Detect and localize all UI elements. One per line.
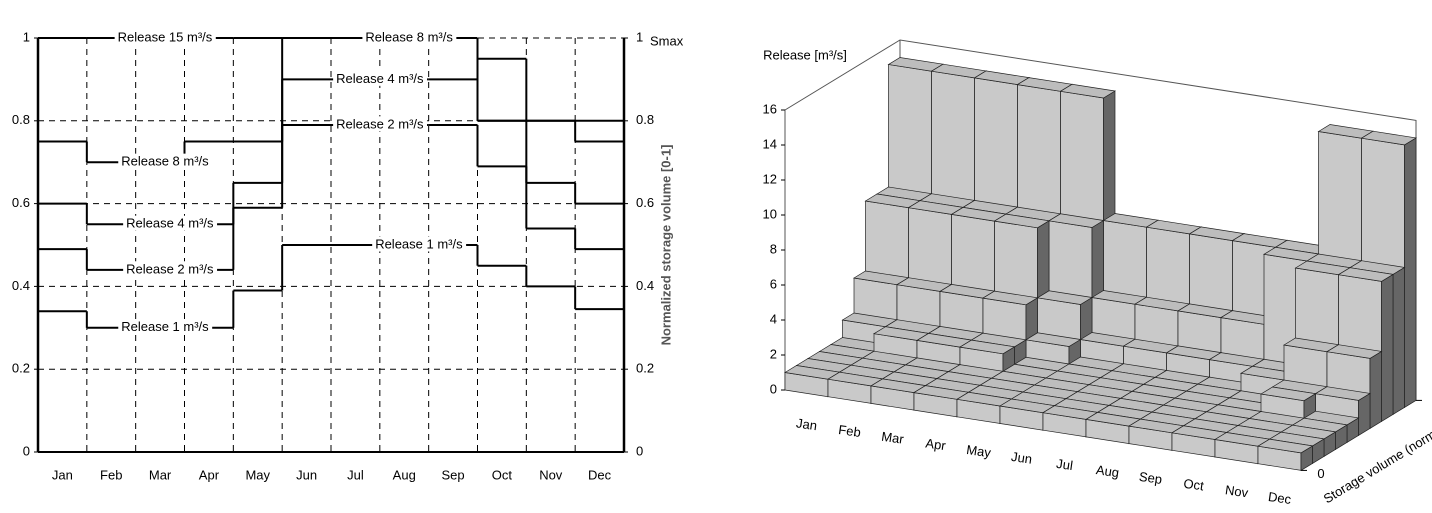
- y2-tick-label: 0: [636, 443, 643, 458]
- label-background: [333, 70, 428, 86]
- y2-tick-label: 0.6: [636, 195, 654, 210]
- y-tick-label: 0: [23, 443, 30, 458]
- label-background: [123, 261, 218, 277]
- y-tick-label: 6: [770, 276, 777, 291]
- label-background: [123, 215, 218, 231]
- bar-side: [1404, 137, 1417, 409]
- y-tick-label: 0.8: [12, 112, 30, 127]
- y-tick-label: 0: [770, 381, 777, 396]
- series-label: Release 4 m³/s: [336, 71, 424, 86]
- depth-tick-label: 0: [1317, 466, 1324, 481]
- bar-side: [1381, 273, 1394, 423]
- x-tick-label: Jul: [1055, 456, 1074, 473]
- bar-top: [1326, 344, 1383, 359]
- y2-tick-label: 0.4: [636, 278, 654, 293]
- bar-top: [1257, 438, 1314, 454]
- x-tick-label: Jun: [1010, 449, 1033, 467]
- y-tick-label: 8: [770, 241, 777, 256]
- bar-top: [1360, 130, 1417, 146]
- y-tick-label: 2: [770, 346, 777, 361]
- y-tick-label: 10: [763, 206, 777, 221]
- series-label: Release 8 m³/s: [121, 154, 209, 169]
- y2-tick-label: 0.8: [636, 112, 654, 127]
- label-background: [333, 116, 428, 132]
- y2-axis-label: Normalized storage volume [0-1]: [658, 145, 673, 346]
- x-tick-label: Oct: [1183, 476, 1205, 494]
- x-tick-label: Aug: [393, 467, 416, 482]
- y-tick-label: 16: [763, 101, 777, 116]
- label-background: [118, 319, 213, 335]
- y2-tick-label: 1: [636, 29, 643, 44]
- y-tick-label: 14: [763, 136, 777, 151]
- x-tick-label: Mar: [149, 467, 172, 482]
- y-axis-label: Release [m³/s]: [763, 47, 847, 62]
- series-label: Release 2 m³/s: [336, 116, 424, 131]
- x-tick-label: Apr: [925, 436, 948, 454]
- x-tick-label: Aug: [1095, 462, 1120, 480]
- x-tick-label: Nov: [539, 467, 563, 482]
- label-background: [362, 29, 457, 45]
- y-tick-label: 0.2: [12, 361, 30, 376]
- bar-top: [1059, 83, 1116, 99]
- y-tick-label: 12: [763, 171, 777, 186]
- x-tick-label: Jan: [795, 415, 818, 433]
- x-tick-label: May: [965, 442, 992, 460]
- x-tick-label: Mar: [881, 429, 906, 447]
- bar-top: [959, 339, 1016, 355]
- y-tick-label: 0.4: [12, 278, 30, 293]
- series-label: Release 2 m³/s: [126, 261, 214, 276]
- bar-3d: [1257, 438, 1314, 472]
- bar-side: [1369, 350, 1382, 430]
- bar-side: [1392, 266, 1405, 416]
- smax-annotation: Smax: [650, 33, 684, 48]
- series-label: Release 1 m³/s: [375, 236, 463, 251]
- x-tick-label: Feb: [838, 422, 862, 440]
- y-tick-label: 4: [770, 311, 777, 326]
- series-label: Release 15 m³/s: [118, 29, 213, 44]
- x-tick-label: Apr: [199, 467, 220, 482]
- x-tick-label: Feb: [100, 467, 122, 482]
- bar-top: [1314, 386, 1371, 401]
- x-tick-label: Jul: [347, 467, 364, 482]
- bar-top: [1036, 290, 1093, 305]
- x-tick-label: Sep: [1138, 469, 1163, 487]
- y2-tick-label: 0.2: [636, 361, 654, 376]
- x-tick-label: Nov: [1224, 482, 1249, 500]
- x-tick-label: May: [245, 467, 270, 482]
- y-tick-label: 0.6: [12, 195, 30, 210]
- bar-top: [1260, 386, 1317, 402]
- x-tick-label: Dec: [588, 467, 612, 482]
- x-tick-label: Dec: [1267, 489, 1292, 507]
- series-label: Release 1 m³/s: [121, 319, 209, 334]
- series-label: Release 8 m³/s: [365, 29, 453, 44]
- bar-top: [1337, 267, 1394, 282]
- bar-top: [982, 290, 1039, 306]
- series-label: Release 4 m³/s: [126, 216, 214, 231]
- bar-top: [993, 213, 1050, 229]
- x-tick-label: Jan: [52, 467, 73, 482]
- x-tick-label: Oct: [492, 467, 513, 482]
- x-tick-label: Jun: [296, 467, 317, 482]
- bar-top: [1048, 213, 1105, 228]
- label-background: [118, 153, 213, 169]
- label-background: [114, 29, 216, 45]
- y-tick-label: 1: [23, 29, 30, 44]
- x-tick-label: Sep: [442, 467, 465, 482]
- label-background: [372, 236, 467, 252]
- bar-top: [1025, 332, 1082, 347]
